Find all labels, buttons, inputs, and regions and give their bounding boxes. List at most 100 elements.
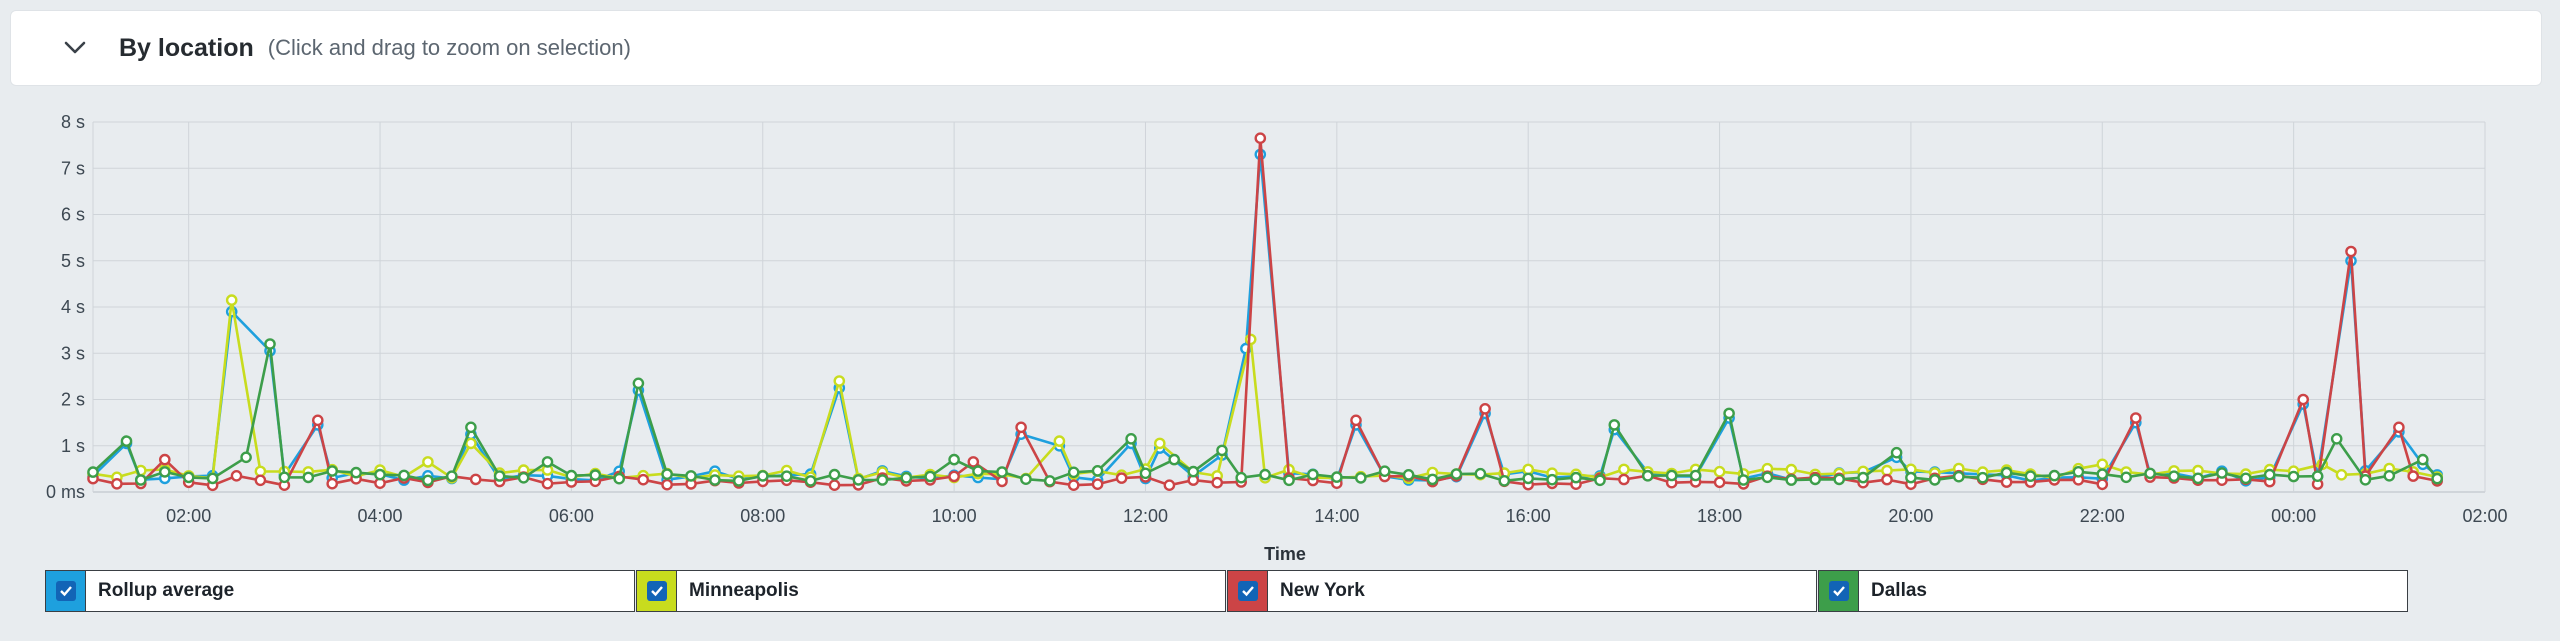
data-point-new-york[interactable] bbox=[111, 477, 123, 490]
data-point-dallas[interactable] bbox=[1890, 446, 1903, 459]
data-point-new-york[interactable] bbox=[254, 474, 267, 487]
data-point-dallas[interactable] bbox=[661, 468, 673, 481]
data-point-minneapolis[interactable] bbox=[1618, 463, 1630, 476]
data-point-dallas[interactable] bbox=[350, 466, 362, 479]
data-point-new-york[interactable] bbox=[1479, 402, 1491, 415]
data-point-dallas[interactable] bbox=[1235, 471, 1247, 484]
data-point-new-york[interactable] bbox=[541, 477, 554, 490]
data-point-new-york[interactable] bbox=[661, 478, 673, 491]
data-point-new-york[interactable] bbox=[2129, 412, 2142, 424]
data-point-dallas[interactable] bbox=[1331, 471, 1343, 483]
data-point-dallas[interactable] bbox=[158, 466, 171, 478]
data-point-dallas[interactable] bbox=[2416, 453, 2429, 466]
data-point-minneapolis[interactable] bbox=[1154, 437, 1166, 450]
data-point-new-york[interactable] bbox=[1618, 473, 1630, 486]
data-point-new-york[interactable] bbox=[2000, 476, 2013, 488]
data-point-dallas[interactable] bbox=[1737, 474, 1750, 486]
data-point-dallas[interactable] bbox=[1905, 471, 1917, 484]
data-point-dallas[interactable] bbox=[1953, 470, 1965, 483]
data-point-new-york[interactable] bbox=[230, 469, 243, 482]
data-point-dallas[interactable] bbox=[445, 470, 458, 483]
data-point-dallas[interactable] bbox=[1498, 474, 1511, 487]
data-point-dallas[interactable] bbox=[264, 338, 276, 350]
data-point-dallas[interactable] bbox=[1642, 469, 1654, 482]
data-point-new-york[interactable] bbox=[1091, 478, 1104, 491]
data-point-dallas[interactable] bbox=[948, 453, 960, 466]
legend-item-dallas[interactable]: Dallas bbox=[1818, 570, 2408, 612]
data-point-dallas[interactable] bbox=[2192, 472, 2204, 485]
data-point-new-york[interactable] bbox=[1713, 476, 1726, 489]
data-point-dallas[interactable] bbox=[422, 474, 434, 487]
data-point-new-york[interactable] bbox=[1067, 479, 1080, 492]
data-point-dallas[interactable] bbox=[996, 466, 1008, 478]
data-point-dallas[interactable] bbox=[1259, 468, 1271, 481]
data-point-dallas[interactable] bbox=[182, 471, 195, 484]
data-point-dallas[interactable] bbox=[2239, 472, 2252, 485]
data-point-new-york[interactable] bbox=[2297, 393, 2309, 406]
data-point-dallas[interactable] bbox=[565, 469, 578, 482]
data-point-dallas[interactable] bbox=[2096, 468, 2109, 480]
data-point-new-york[interactable] bbox=[2393, 421, 2405, 434]
data-point-minneapolis[interactable] bbox=[1053, 435, 1066, 447]
data-point-dallas[interactable] bbox=[1785, 474, 1798, 486]
data-point-dallas[interactable] bbox=[493, 470, 506, 482]
data-point-dallas[interactable] bbox=[1857, 471, 1869, 484]
data-point-dallas[interactable] bbox=[2330, 432, 2343, 445]
data-point-dallas[interactable] bbox=[1929, 474, 1941, 486]
collapse-toggle-button[interactable] bbox=[61, 34, 89, 62]
data-point-dallas[interactable] bbox=[2287, 470, 2300, 483]
data-point-new-york[interactable] bbox=[326, 477, 339, 490]
data-point-dallas[interactable] bbox=[302, 471, 315, 484]
data-point-dallas[interactable] bbox=[709, 474, 721, 486]
data-point-dallas[interactable] bbox=[1522, 472, 1534, 485]
data-point-dallas[interactable] bbox=[374, 468, 386, 481]
data-point-new-york[interactable] bbox=[2345, 245, 2357, 258]
data-point-dallas[interactable] bbox=[828, 468, 841, 481]
legend-item-new-york[interactable]: New York bbox=[1227, 570, 1817, 612]
data-point-dallas[interactable] bbox=[1594, 474, 1606, 487]
data-point-dallas[interactable] bbox=[541, 456, 554, 468]
data-point-new-york[interactable] bbox=[1254, 132, 1267, 145]
data-point-dallas[interactable] bbox=[972, 465, 984, 477]
data-point-dallas[interactable] bbox=[1283, 474, 1295, 487]
data-point-dallas[interactable] bbox=[326, 465, 339, 477]
data-point-minneapolis[interactable] bbox=[1785, 463, 1798, 476]
data-point-dallas[interactable] bbox=[613, 472, 626, 485]
data-point-new-york[interactable] bbox=[948, 470, 960, 483]
data-point-dallas[interactable] bbox=[465, 421, 477, 434]
data-point-dallas[interactable] bbox=[1067, 466, 1080, 479]
data-point-dallas[interactable] bbox=[2216, 467, 2228, 479]
data-point-new-york[interactable] bbox=[1211, 476, 1223, 489]
data-point-dallas[interactable] bbox=[2431, 472, 2443, 485]
data-point-dallas[interactable] bbox=[1216, 444, 1228, 457]
data-point-dallas[interactable] bbox=[120, 435, 133, 447]
data-point-dallas[interactable] bbox=[1378, 465, 1391, 478]
data-point-dallas[interactable] bbox=[1833, 473, 1845, 486]
data-point-dallas[interactable] bbox=[1139, 467, 1152, 480]
data-point-dallas[interactable] bbox=[2024, 470, 2037, 483]
data-point-new-york[interactable] bbox=[1350, 414, 1362, 427]
data-point-dallas[interactable] bbox=[1426, 473, 1439, 486]
data-point-dallas[interactable] bbox=[2311, 470, 2324, 483]
data-point-new-york[interactable] bbox=[158, 453, 171, 466]
data-point-dallas[interactable] bbox=[632, 377, 645, 390]
data-point-minneapolis[interactable] bbox=[1244, 333, 1257, 346]
data-point-new-york[interactable] bbox=[637, 473, 650, 486]
data-point-dallas[interactable] bbox=[1761, 471, 1774, 484]
data-point-dallas[interactable] bbox=[685, 470, 697, 482]
data-point-dallas[interactable] bbox=[206, 472, 219, 485]
data-point-dallas[interactable] bbox=[1355, 472, 1367, 484]
data-point-dallas[interactable] bbox=[1689, 469, 1702, 482]
data-point-dallas[interactable] bbox=[876, 474, 889, 486]
data-point-new-york[interactable] bbox=[311, 414, 324, 427]
legend-item-rollup-average[interactable]: Rollup average bbox=[45, 570, 635, 612]
checkbox-checked-icon[interactable] bbox=[55, 581, 76, 601]
data-point-dallas[interactable] bbox=[1723, 407, 1735, 420]
data-point-dallas[interactable] bbox=[398, 469, 410, 482]
data-point-dallas[interactable] bbox=[1608, 419, 1621, 431]
data-point-new-york[interactable] bbox=[2407, 470, 2419, 482]
data-point-dallas[interactable] bbox=[1091, 464, 1104, 477]
data-point-dallas[interactable] bbox=[780, 470, 793, 483]
data-point-dallas[interactable] bbox=[87, 466, 99, 478]
data-point-new-york[interactable] bbox=[469, 473, 482, 486]
